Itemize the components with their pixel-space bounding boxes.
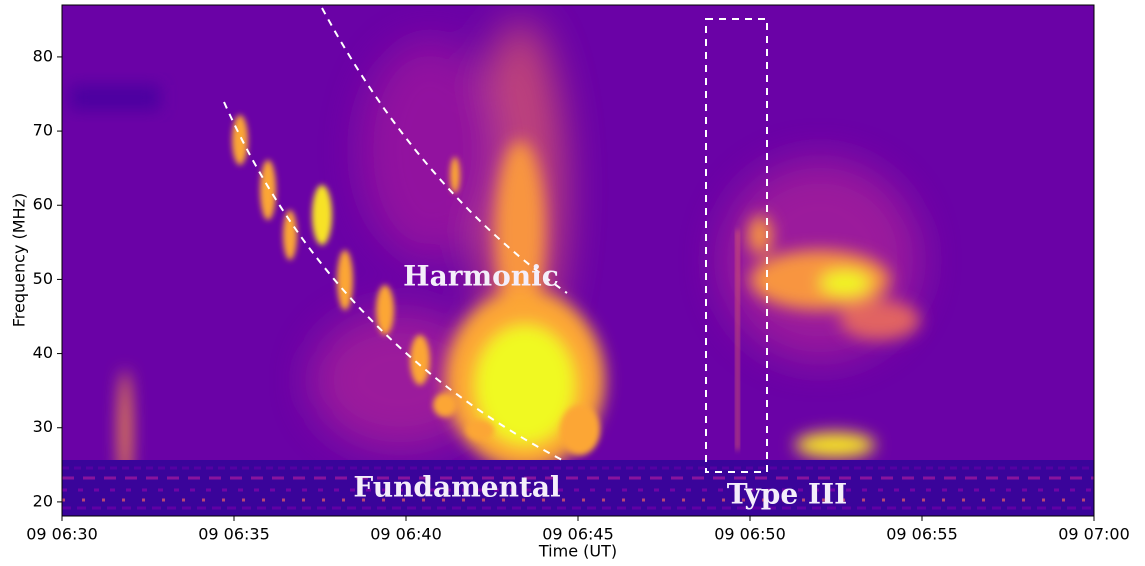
- x-tick-label: 09 06:45: [542, 525, 614, 544]
- y-tick-label: 70: [33, 121, 53, 140]
- x-tick-label: 09 07:00: [1058, 525, 1130, 544]
- x-tick-label: 09 06:30: [26, 525, 98, 544]
- x-tick-label: 09 06:35: [198, 525, 270, 544]
- x-tick-label: 09 06:55: [886, 525, 958, 544]
- annotation: Type III: [727, 478, 847, 511]
- x-tick-label: 09 06:40: [370, 525, 442, 544]
- y-tick-label: 40: [33, 343, 53, 362]
- y-tick-label: 50: [33, 269, 53, 288]
- x-tick-label: 09 06:50: [714, 525, 786, 544]
- y-axis-label: Frequency (MHz): [10, 193, 29, 327]
- annotation: Harmonic: [403, 260, 559, 293]
- y-tick-label: 80: [33, 46, 53, 65]
- y-tick-label: 30: [33, 417, 53, 436]
- y-tick-label: 20: [33, 491, 53, 510]
- y-tick-label: 60: [33, 195, 53, 214]
- annotation: Fundamental: [353, 471, 560, 504]
- x-axis-label: Time (UT): [538, 542, 617, 561]
- spectrogram-image: [62, 5, 1094, 516]
